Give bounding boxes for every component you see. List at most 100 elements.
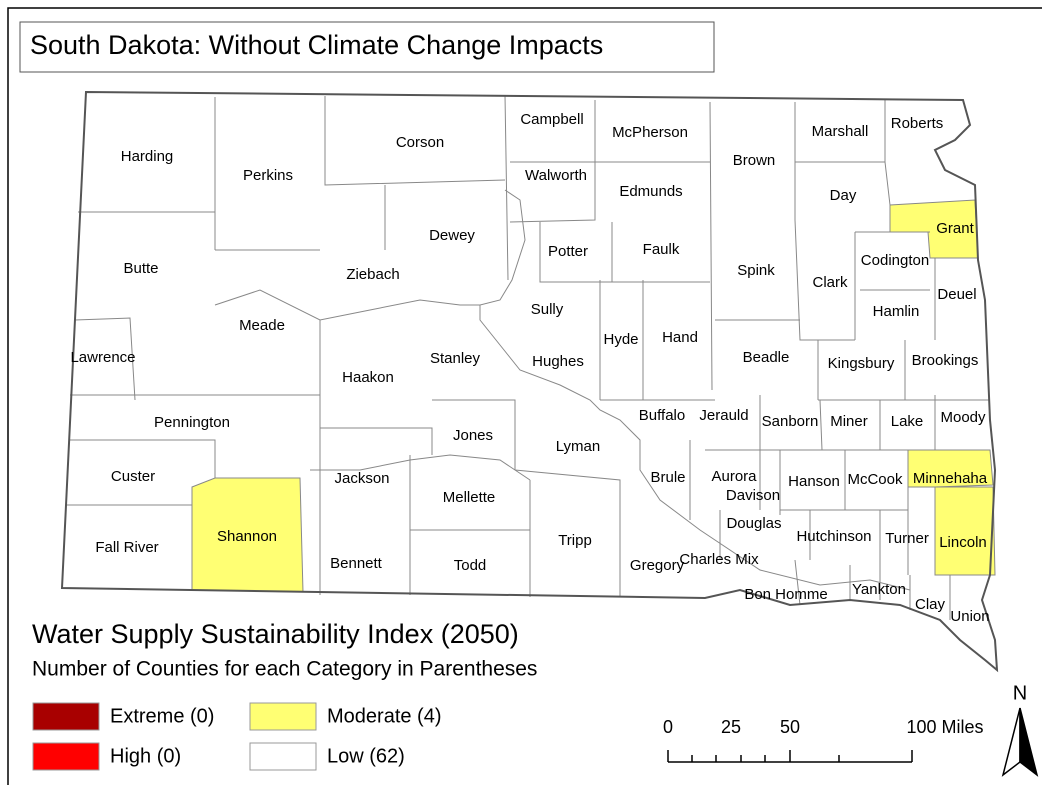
county-name: Buffalo [639, 407, 685, 424]
county-name: Minnehaha [913, 470, 988, 487]
legend-label: Moderate (4) [327, 705, 442, 727]
legend-swatch [32, 702, 100, 731]
county-name: Brown [733, 152, 776, 169]
state-outline [60, 90, 999, 673]
legend-swatch [249, 702, 317, 731]
scale-label: 0 [663, 717, 673, 737]
county-name: Day [830, 187, 857, 204]
county-fill [191, 477, 304, 593]
county-name: Sanborn [762, 413, 819, 430]
legend-swatch [249, 742, 317, 771]
county-name: Brookings [912, 352, 979, 369]
county-name: Codington [861, 252, 929, 269]
scale-label: 100 Miles [906, 717, 983, 737]
county-name: Tripp [558, 532, 592, 549]
county-name: Deuel [937, 286, 976, 303]
cheyenne-river [214, 289, 480, 321]
legend-label: Extreme (0) [110, 705, 214, 727]
county-name: Union [950, 608, 989, 625]
county-name: Corson [396, 134, 444, 151]
county-name: Hanson [788, 473, 840, 490]
county-name: Lincoln [939, 534, 987, 551]
county-name: Spink [737, 262, 775, 279]
county-name: Fall River [95, 539, 158, 556]
county-border [66, 94, 990, 620]
county-name: McCook [847, 471, 903, 488]
county-borders [66, 94, 990, 620]
county-name: Turner [885, 530, 929, 547]
legend-swatch [32, 742, 100, 771]
county-name: Miner [830, 413, 868, 430]
county-name: Jackson [334, 470, 389, 487]
county-name: Jones [453, 427, 493, 444]
county-name: Charles Mix [679, 551, 759, 568]
county-name: Mellette [443, 489, 496, 506]
scale-label: 25 [721, 717, 741, 737]
county-name: Hyde [603, 331, 638, 348]
county-name: Hutchinson [796, 528, 871, 545]
white-river [310, 454, 531, 481]
county-name: McPherson [612, 124, 688, 141]
county-name: Stanley [430, 350, 481, 367]
county-labels: Harding Perkins Corson Campbell McPherson Bro… [70, 111, 989, 625]
county-name: Hughes [532, 353, 584, 370]
county-name: Bennett [330, 555, 383, 572]
county-name: Yankton [852, 581, 906, 598]
county-name: Douglas [726, 515, 781, 532]
legend-label: Low (62) [327, 745, 405, 767]
county-name: Clark [812, 274, 848, 291]
legend: Extreme (0) High (0) Moderate (4) Low (62) [32, 702, 442, 771]
county-name: Moody [940, 409, 986, 426]
north-arrow: N [1001, 682, 1039, 777]
county-name: Marshall [812, 123, 869, 140]
scale-bar-line [667, 750, 913, 763]
county-name: Hand [662, 329, 698, 346]
county-name: Hamlin [873, 303, 920, 320]
legend-label: High (0) [110, 745, 181, 767]
county-name: Gregory [630, 557, 685, 574]
county-name: Lawrence [70, 349, 135, 366]
county-name: Jerauld [699, 407, 748, 424]
title-box [19, 21, 715, 73]
county-name: Shannon [217, 528, 277, 545]
county-name: Ziebach [346, 266, 399, 283]
county-name: Grant [936, 220, 974, 237]
county-name: Butte [123, 260, 158, 277]
county-name: Bon Homme [744, 586, 827, 603]
county-name: Davison [726, 487, 780, 504]
county-name: Beadle [743, 349, 790, 366]
legend-title: Water Supply Sustainability Index (2050) [32, 619, 519, 649]
county-name: Brule [650, 469, 685, 486]
county-name: Lyman [556, 438, 600, 455]
county-name: Roberts [891, 115, 944, 132]
county-name: Clay [915, 596, 946, 613]
legend-subtitle: Number of Counties for each Category in … [32, 658, 537, 681]
county-fills [191, 199, 996, 593]
county-name: Harding [121, 148, 174, 165]
north-label: N [1013, 682, 1027, 704]
county-name: Sully [531, 301, 564, 318]
county-name: Pennington [154, 414, 230, 431]
county-name: Meade [239, 317, 285, 334]
county-name: Haakon [342, 369, 394, 386]
county-name: Edmunds [619, 183, 682, 200]
missouri-river [479, 189, 911, 591]
scale-bar: 0 25 50 100 Miles [663, 717, 984, 763]
county-name: Campbell [520, 111, 583, 128]
county-name: Aurora [711, 468, 757, 485]
county-name: Lake [891, 413, 924, 430]
map-frame [7, 7, 1042, 785]
county-name: Potter [548, 243, 588, 260]
county-name: Custer [111, 468, 155, 485]
north-arrow-left [1001, 707, 1021, 777]
north-arrow-right [1019, 707, 1039, 777]
county-name: Perkins [243, 167, 293, 184]
county-name: Todd [454, 557, 487, 574]
county-name: Dewey [429, 227, 475, 244]
county-name: Walworth [525, 167, 587, 184]
county-fill [934, 486, 996, 576]
county-name: Faulk [643, 241, 680, 258]
scale-label: 50 [780, 717, 800, 737]
county-name: Kingsbury [828, 355, 895, 372]
